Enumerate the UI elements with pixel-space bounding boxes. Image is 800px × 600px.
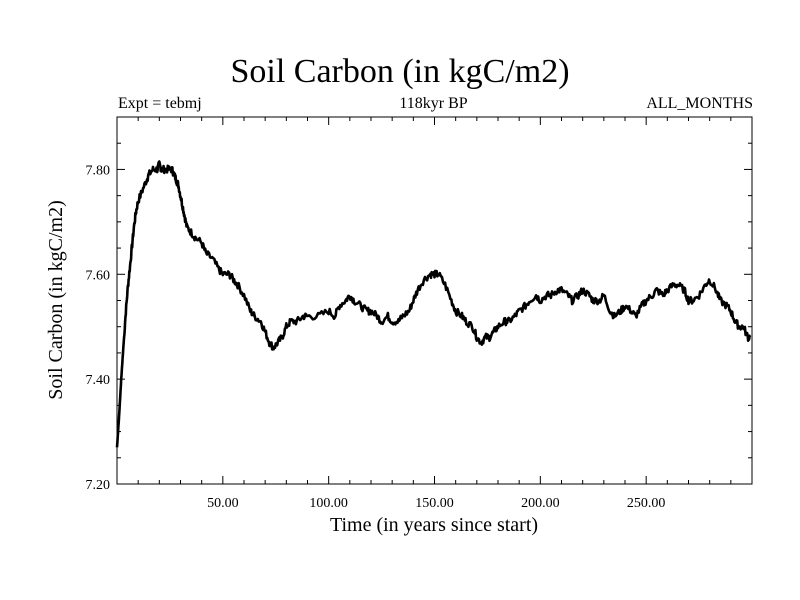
- months-label: ALL_MONTHS: [646, 95, 753, 112]
- plot-frame: [116, 116, 753, 485]
- y-axis-label: Soil Carbon (in kgC/m2): [45, 200, 67, 399]
- x-axis-label: Time (in years since start): [330, 514, 538, 536]
- x-tick-label: 100.00: [309, 496, 348, 511]
- y-tick-label: 7.20: [86, 478, 111, 493]
- x-tick-label: 250.00: [627, 496, 666, 511]
- x-tick-label: 150.00: [415, 496, 454, 511]
- chart-title: Soil Carbon (in kgC/m2): [230, 53, 570, 90]
- y-axis: 7.20 7.40 7.60 7.80: [86, 116, 752, 493]
- y-tick-label: 7.60: [86, 268, 111, 283]
- x-tick-label: 50.00: [207, 496, 239, 511]
- soil-carbon-series-line: [115, 160, 752, 448]
- period-label: 118kyr BP: [399, 95, 468, 112]
- y-tick-label: 7.40: [86, 373, 111, 388]
- experiment-label: Expt = tebmj: [118, 95, 202, 112]
- y-tick-label: 7.80: [86, 163, 111, 178]
- x-tick-label: 200.00: [521, 496, 560, 511]
- x-axis: 50.00 100.00 150.00 200.00 250.00: [137, 117, 732, 511]
